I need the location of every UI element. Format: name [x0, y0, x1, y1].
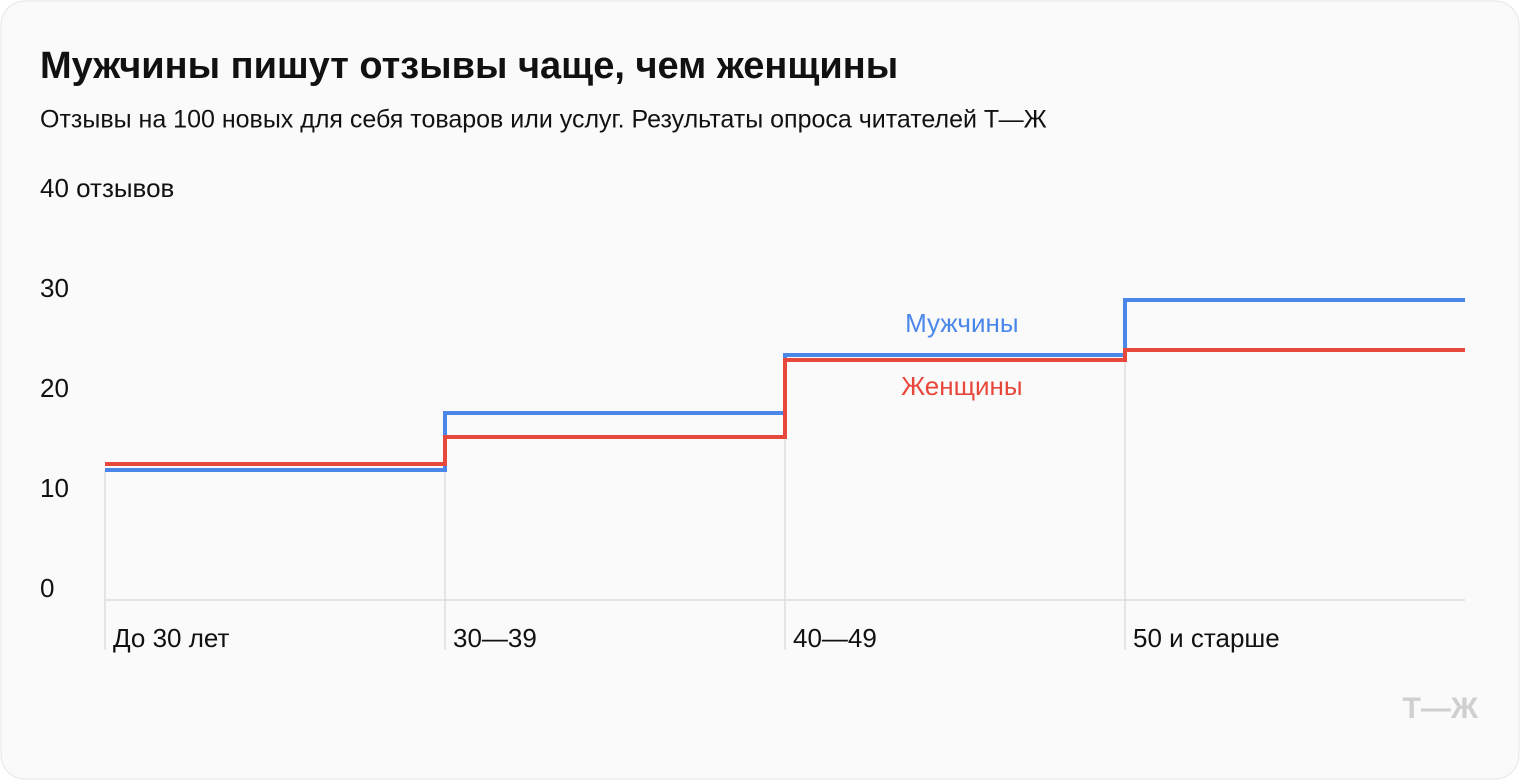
- y-tick-label: 20: [40, 373, 69, 403]
- y-tick-label: 10: [40, 473, 69, 503]
- y-tick-label: 0: [40, 573, 54, 603]
- y-tick-label: 40 отзывов: [40, 173, 174, 203]
- chart-title: Мужчины пишут отзывы чаще, чем женщины: [40, 45, 898, 87]
- logo: Т—Ж: [1403, 692, 1479, 725]
- legend-label: Мужчины: [905, 308, 1018, 338]
- x-tick-label: До 30 лет: [113, 623, 229, 653]
- chart-subtitle: Отзывы на 100 новых для себя товаров или…: [40, 106, 1047, 134]
- x-tick-label: 30—39: [453, 623, 537, 653]
- x-tick-label: 50 и старше: [1133, 623, 1280, 653]
- y-tick-label: 30: [40, 273, 69, 303]
- x-tick-label: 40—49: [793, 623, 877, 653]
- legend-label: Женщины: [901, 371, 1022, 401]
